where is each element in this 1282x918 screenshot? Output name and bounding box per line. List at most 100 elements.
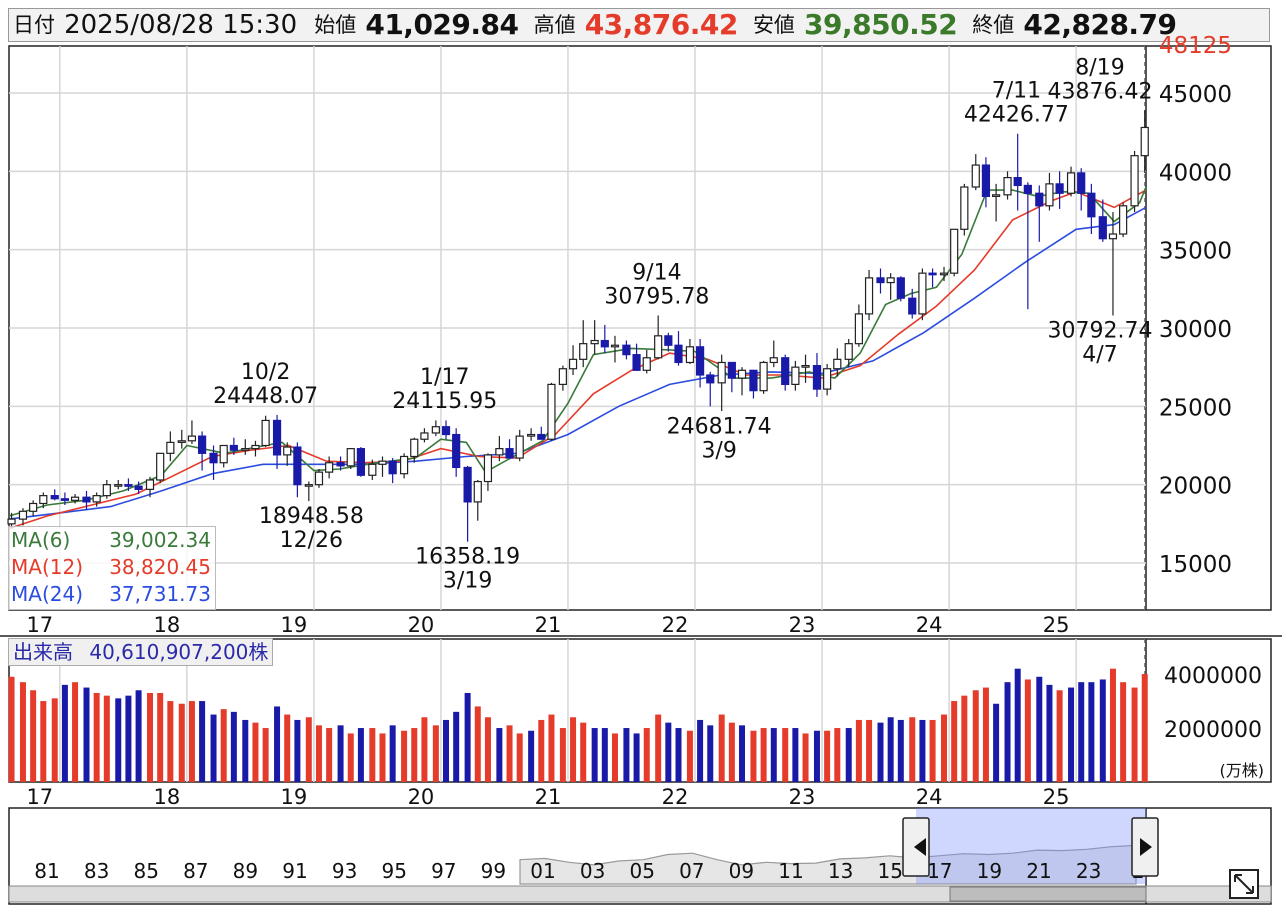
volume-bar (538, 719, 545, 782)
candle-body (1023, 184, 1032, 194)
volume-bar (125, 695, 132, 782)
volume-bar (897, 719, 904, 782)
candle-body (336, 462, 345, 467)
triangle-left-handle[interactable] (902, 817, 930, 877)
candle-body (664, 335, 673, 346)
navigator-year-label: 81 (34, 859, 59, 883)
candle (336, 456, 345, 471)
candle-body (685, 346, 695, 364)
annotation-date: 4/7 (1082, 343, 1117, 368)
volume-bar (337, 725, 344, 782)
volume-bar (643, 728, 650, 782)
navigator-year-label: 99 (481, 859, 506, 883)
candle (590, 320, 599, 355)
x-tick-label: 21 (535, 785, 562, 809)
candle-body (791, 366, 800, 385)
triangle-left-icon (914, 838, 926, 856)
volume-bar (792, 728, 799, 782)
x-tick-label: 18 (153, 785, 180, 809)
volume-bar (728, 722, 735, 782)
candle-body (527, 433, 536, 437)
candle (325, 456, 334, 479)
volume-bar (707, 725, 714, 782)
candle (399, 453, 409, 479)
volume-bar (993, 703, 1000, 782)
candle (886, 273, 895, 300)
candle-body (209, 452, 218, 464)
candle-body (939, 272, 949, 276)
candle (124, 478, 133, 491)
candle (272, 414, 282, 469)
volume-bar (961, 695, 968, 782)
price-top-tick-label: 48125 (1159, 33, 1232, 59)
volume-bar (242, 719, 249, 782)
candle (971, 154, 980, 191)
volume-bar (548, 714, 555, 782)
candle-body (156, 452, 165, 481)
candle-body (960, 186, 969, 230)
x-tick-label: 20 (408, 785, 435, 809)
candle-body (1140, 126, 1149, 157)
candle-body (346, 448, 355, 467)
price-tick-label: 30000 (1159, 317, 1232, 343)
volume-bar (570, 717, 577, 782)
volume-bar (909, 717, 916, 782)
volume-bar (379, 733, 386, 782)
volume-panel: 4000000 2000000 (万株) (8, 664, 1264, 782)
ma24-value: 37,731.73 (109, 582, 211, 606)
volume-bar (453, 711, 460, 782)
candle (600, 324, 609, 354)
candle-body (283, 446, 292, 456)
candle (864, 270, 874, 321)
candle (1035, 185, 1044, 242)
candle-body (378, 460, 387, 465)
candle-body (991, 194, 1001, 197)
candle (219, 444, 228, 468)
candle-body (610, 344, 620, 348)
volume-bar (580, 722, 587, 782)
candle-body (1003, 177, 1012, 196)
navigator-scrollbar-thumb[interactable] (949, 886, 1147, 902)
volume-bar (1056, 690, 1063, 782)
candle-body (896, 277, 905, 299)
annotation: 16358.193/19 (415, 545, 520, 594)
candle-body (50, 495, 59, 500)
annotation-value: 24448.07 (213, 384, 318, 409)
open-label: 始値 (314, 13, 357, 37)
candle (769, 340, 778, 368)
candle-body (537, 433, 546, 440)
volume-bar (1024, 679, 1031, 782)
candle-body (918, 272, 927, 315)
candle-body (92, 495, 101, 503)
expand-icon[interactable] (1228, 868, 1260, 900)
candle (568, 345, 578, 375)
volume-bar (326, 728, 333, 782)
candle-body (654, 335, 663, 359)
candle-body (420, 432, 429, 440)
triangle-right-icon (1140, 838, 1152, 856)
triangle-right-handle[interactable] (1131, 817, 1159, 877)
candle-body (801, 365, 810, 368)
candle (346, 448, 355, 469)
candle (759, 360, 768, 394)
candle-body (547, 383, 556, 440)
annotation-value: 24681.74 (667, 414, 772, 439)
navigator-year-label: 07 (679, 859, 704, 883)
candle-body (1035, 192, 1044, 207)
candle (60, 492, 69, 506)
candle (908, 288, 917, 319)
candle-body (695, 346, 705, 376)
candle-body (261, 419, 270, 447)
candle-body (39, 495, 48, 505)
candle-body (187, 435, 197, 442)
candle-body (197, 435, 207, 454)
close-value: 42,828.79 (1023, 8, 1177, 41)
volume-bar (411, 728, 418, 782)
range-navigator[interactable]: 81 83 85 87 89 91 93 95 97 99 01 03 05 07 09 11 13 15 17 19… (8, 807, 1272, 905)
annotation-value: 43876.42 (1048, 80, 1153, 105)
candle (156, 452, 165, 484)
candle-body (251, 444, 260, 450)
candle (82, 490, 91, 510)
